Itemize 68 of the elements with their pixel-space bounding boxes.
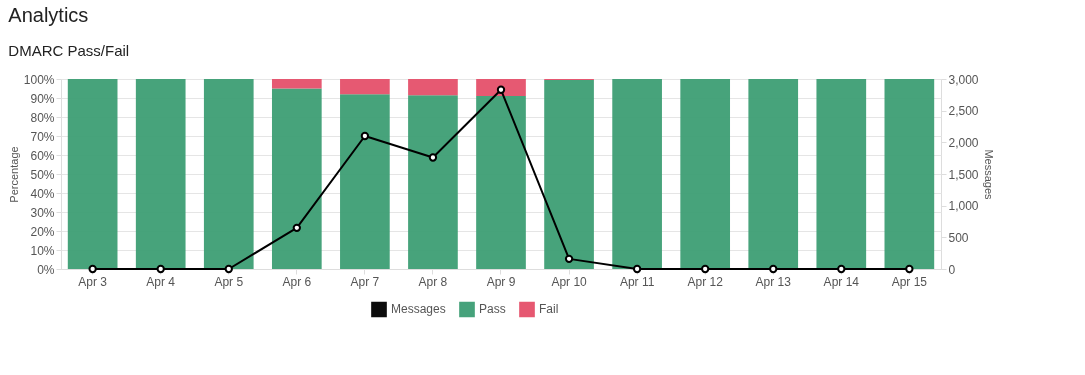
- point: [88, 264, 97, 274]
- point: [156, 264, 165, 274]
- y2-tick-label: 2,500: [948, 104, 979, 119]
- x-tick-label: Apr 10: [551, 274, 588, 289]
- y2-tick-label: 1,000: [948, 199, 979, 214]
- x-tick-label: Apr 3: [78, 274, 108, 289]
- y2-tick-label: 3,000: [948, 72, 979, 87]
- x-tick-label: Apr 12: [687, 274, 724, 289]
- x-tick-label: Apr 15: [891, 274, 928, 289]
- bar: [476, 79, 526, 97]
- x-tick-label: Apr 6: [282, 274, 312, 289]
- y-tick-label: 30%: [30, 205, 55, 220]
- point: [564, 254, 574, 264]
- point: [701, 264, 710, 274]
- x-tick-label: Apr 9: [486, 274, 516, 289]
- point: [224, 264, 233, 274]
- y-tick-label: 70%: [30, 129, 55, 144]
- legend-label: Messages: [391, 302, 446, 317]
- y-tick-label: 50%: [30, 167, 55, 182]
- y-tick-label: 80%: [30, 110, 55, 125]
- point: [905, 264, 914, 274]
- chart-subtitle: DMARC Pass/Fail: [8, 42, 130, 59]
- bar: [408, 95, 458, 269]
- y2-axis-title: Messages: [982, 149, 995, 201]
- point: [496, 85, 506, 94]
- y2-tick-label: 2,000: [948, 135, 979, 150]
- chart-title: Analytics: [8, 4, 89, 26]
- y2-tick-label: 500: [948, 230, 969, 245]
- bar: [680, 79, 731, 269]
- bar: [748, 79, 799, 269]
- y-tick-label: 20%: [30, 224, 55, 239]
- x-tick-label: Apr 4: [146, 274, 176, 289]
- point: [837, 264, 846, 274]
- y-tick-label: 10%: [30, 243, 55, 258]
- legend-label: Fail: [539, 302, 559, 317]
- point: [428, 153, 438, 162]
- x-tick-label: Apr 8: [418, 274, 448, 289]
- bar: [544, 79, 594, 269]
- y-tick-label: 0%: [37, 262, 55, 277]
- y-tick-label: 40%: [30, 186, 55, 201]
- bar: [271, 79, 322, 89]
- bar: [408, 79, 458, 96]
- y-tick-label: 60%: [30, 148, 55, 163]
- y2-tick-label: 0: [948, 262, 956, 277]
- bar: [476, 96, 526, 269]
- bar: [135, 79, 186, 269]
- point: [632, 264, 642, 274]
- bar: [340, 79, 390, 95]
- point: [769, 264, 778, 274]
- y-axis-title: Percentage: [7, 146, 20, 203]
- legend-label: Pass: [479, 302, 506, 317]
- x-tick-label: Apr 7: [350, 274, 380, 289]
- y-tick-label: 90%: [30, 91, 55, 106]
- bar: [612, 79, 662, 269]
- bar: [271, 88, 322, 269]
- point: [292, 223, 301, 232]
- x-tick-label: Apr 11: [619, 274, 655, 289]
- bar: [816, 79, 867, 269]
- point: [360, 131, 370, 141]
- bar: [340, 94, 390, 269]
- bar: [67, 79, 118, 269]
- x-tick-label: Apr 13: [755, 274, 792, 289]
- x-tick-label: Apr 14: [823, 274, 860, 289]
- y-tick-label: 100%: [23, 72, 55, 87]
- bar: [203, 79, 254, 269]
- y2-tick-label: 1,500: [948, 167, 979, 182]
- bar: [884, 79, 935, 269]
- x-tick-label: Apr 5: [214, 274, 244, 289]
